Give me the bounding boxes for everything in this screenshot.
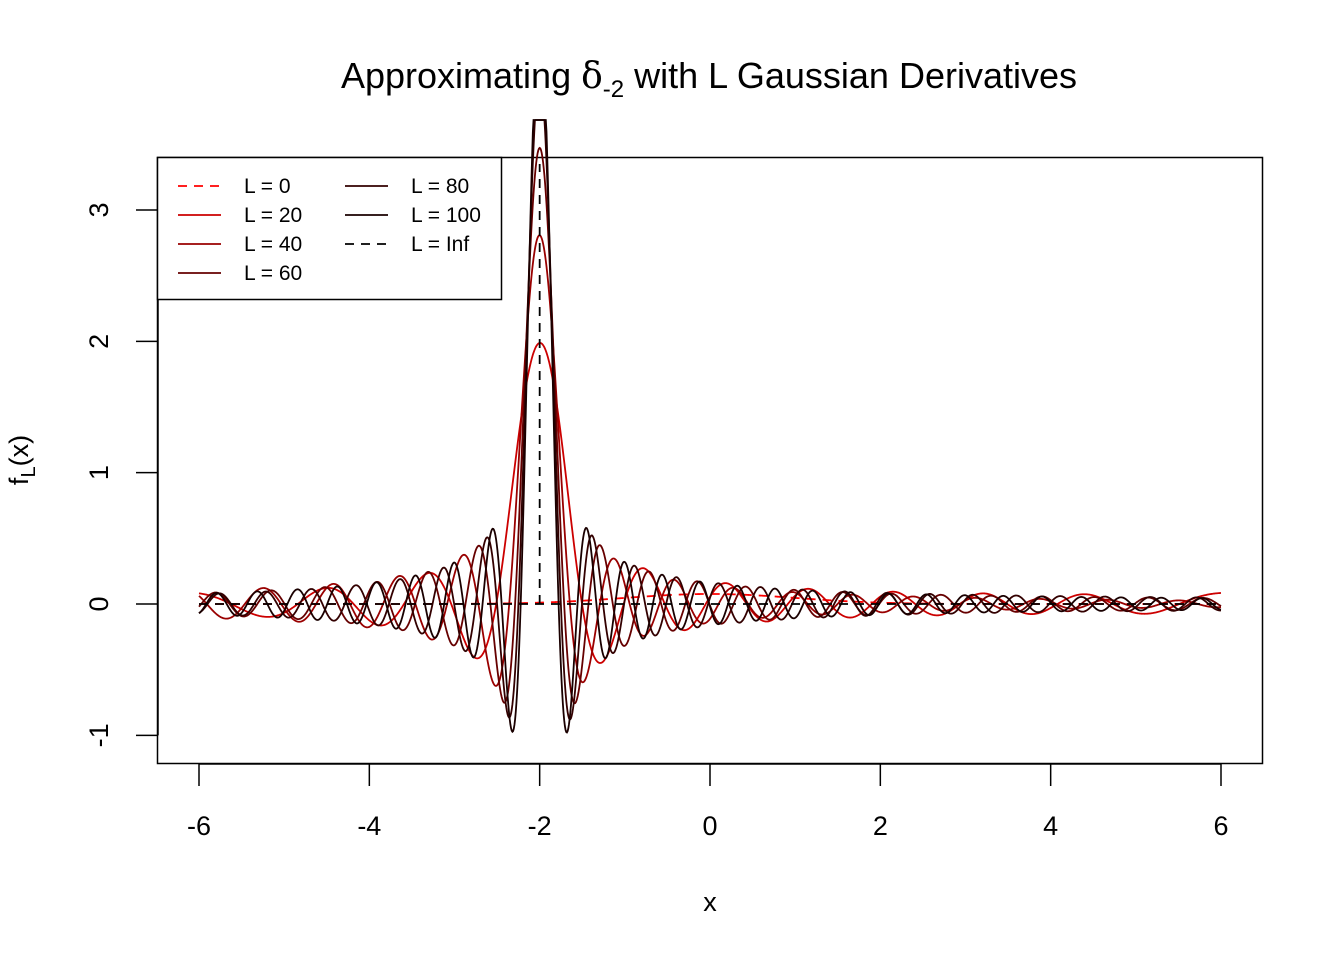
- y-tick-label: 2: [84, 334, 114, 349]
- legend-label: L = 60: [244, 262, 302, 285]
- y-tick-label: 0: [84, 596, 114, 611]
- legend-label: L = 80: [411, 175, 469, 198]
- legend-label: L = 100: [411, 204, 481, 227]
- x-tick-label: 2: [873, 811, 888, 841]
- legend-box: [156, 156, 503, 301]
- chart-title: Approximating δ-2 with L Gaussian Deriva…: [341, 55, 1077, 103]
- x-tick-label: -4: [357, 811, 381, 841]
- series-line-100: [198, 119, 1222, 734]
- x-tick-label: -2: [528, 811, 552, 841]
- y-axis: -1 0 1 2 3: [84, 202, 159, 747]
- x-tick-label: -6: [187, 811, 211, 841]
- series-line-20: [198, 342, 1222, 664]
- legend-label: L = 40: [244, 233, 302, 256]
- x-axis-label: x: [703, 887, 717, 917]
- legend-label: L = 20: [244, 204, 302, 227]
- x-tick-label: 4: [1043, 811, 1058, 841]
- y-tick-label: 3: [84, 202, 114, 217]
- x-tick-label: 0: [702, 811, 717, 841]
- y-axis-label: fL(x): [4, 435, 40, 485]
- y-tick-label: -1: [84, 723, 114, 747]
- legend-label: L = Inf: [411, 233, 469, 256]
- legend-label: L = 0: [244, 175, 291, 198]
- x-axis: -6 -4 -2 0 2 4 6: [187, 763, 1229, 841]
- y-tick-label: 1: [84, 465, 114, 480]
- series-layer: [198, 119, 1222, 734]
- x-tick-label: 6: [1213, 811, 1228, 841]
- legend: L = 0 L = 20 L = 40 L = 60 L = 80 L = 100 L = …: [156, 156, 503, 301]
